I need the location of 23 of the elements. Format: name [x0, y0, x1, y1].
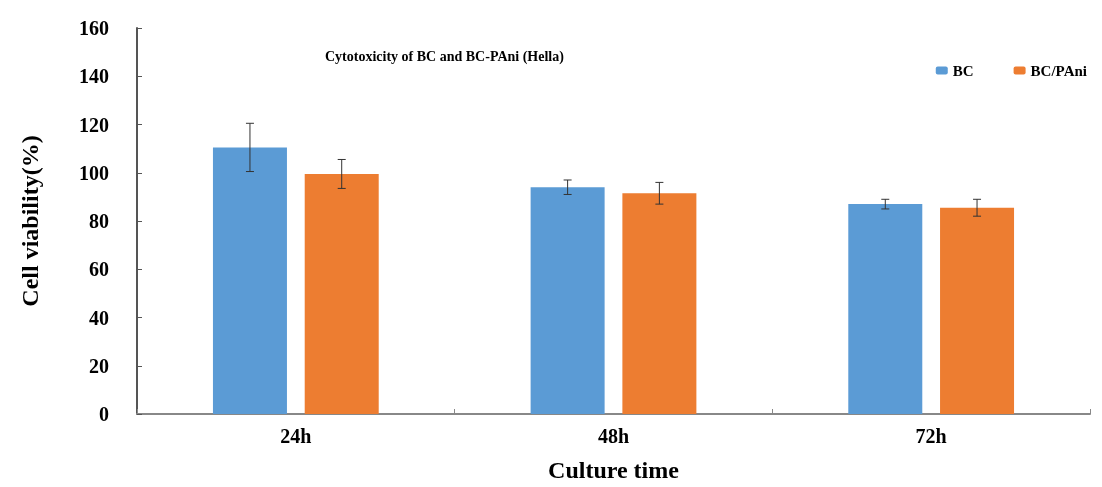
y-axis-title: Cell viability(%) — [17, 135, 43, 307]
y-tick-label: 80 — [89, 210, 109, 232]
y-tick-label: 120 — [79, 113, 109, 136]
y-tick-label: 60 — [89, 258, 109, 281]
y-tick-label: 140 — [79, 65, 109, 88]
y-tick-label: 20 — [89, 354, 109, 377]
bar — [848, 204, 923, 414]
x-tick-label: 24h — [280, 425, 312, 447]
y-tick-label: 40 — [89, 306, 109, 329]
bar — [622, 193, 697, 414]
text: Cytotoxicity of BC and BC-PAni (Hella) — [325, 48, 565, 65]
x-tick-label: 72h — [915, 425, 947, 447]
legend-label: BC — [952, 62, 974, 79]
y-tick-label: 160 — [79, 17, 109, 39]
bar — [530, 187, 605, 414]
bar — [304, 173, 379, 414]
bar — [212, 147, 287, 414]
y-tick-label: 100 — [79, 161, 109, 184]
y-tick-label: 0 — [99, 403, 109, 425]
legend-label: BC/PAni — [1030, 62, 1088, 79]
x-axis-title: Culture time — [548, 457, 680, 483]
bar — [940, 207, 1015, 414]
x-tick-label: 48h — [597, 425, 630, 447]
